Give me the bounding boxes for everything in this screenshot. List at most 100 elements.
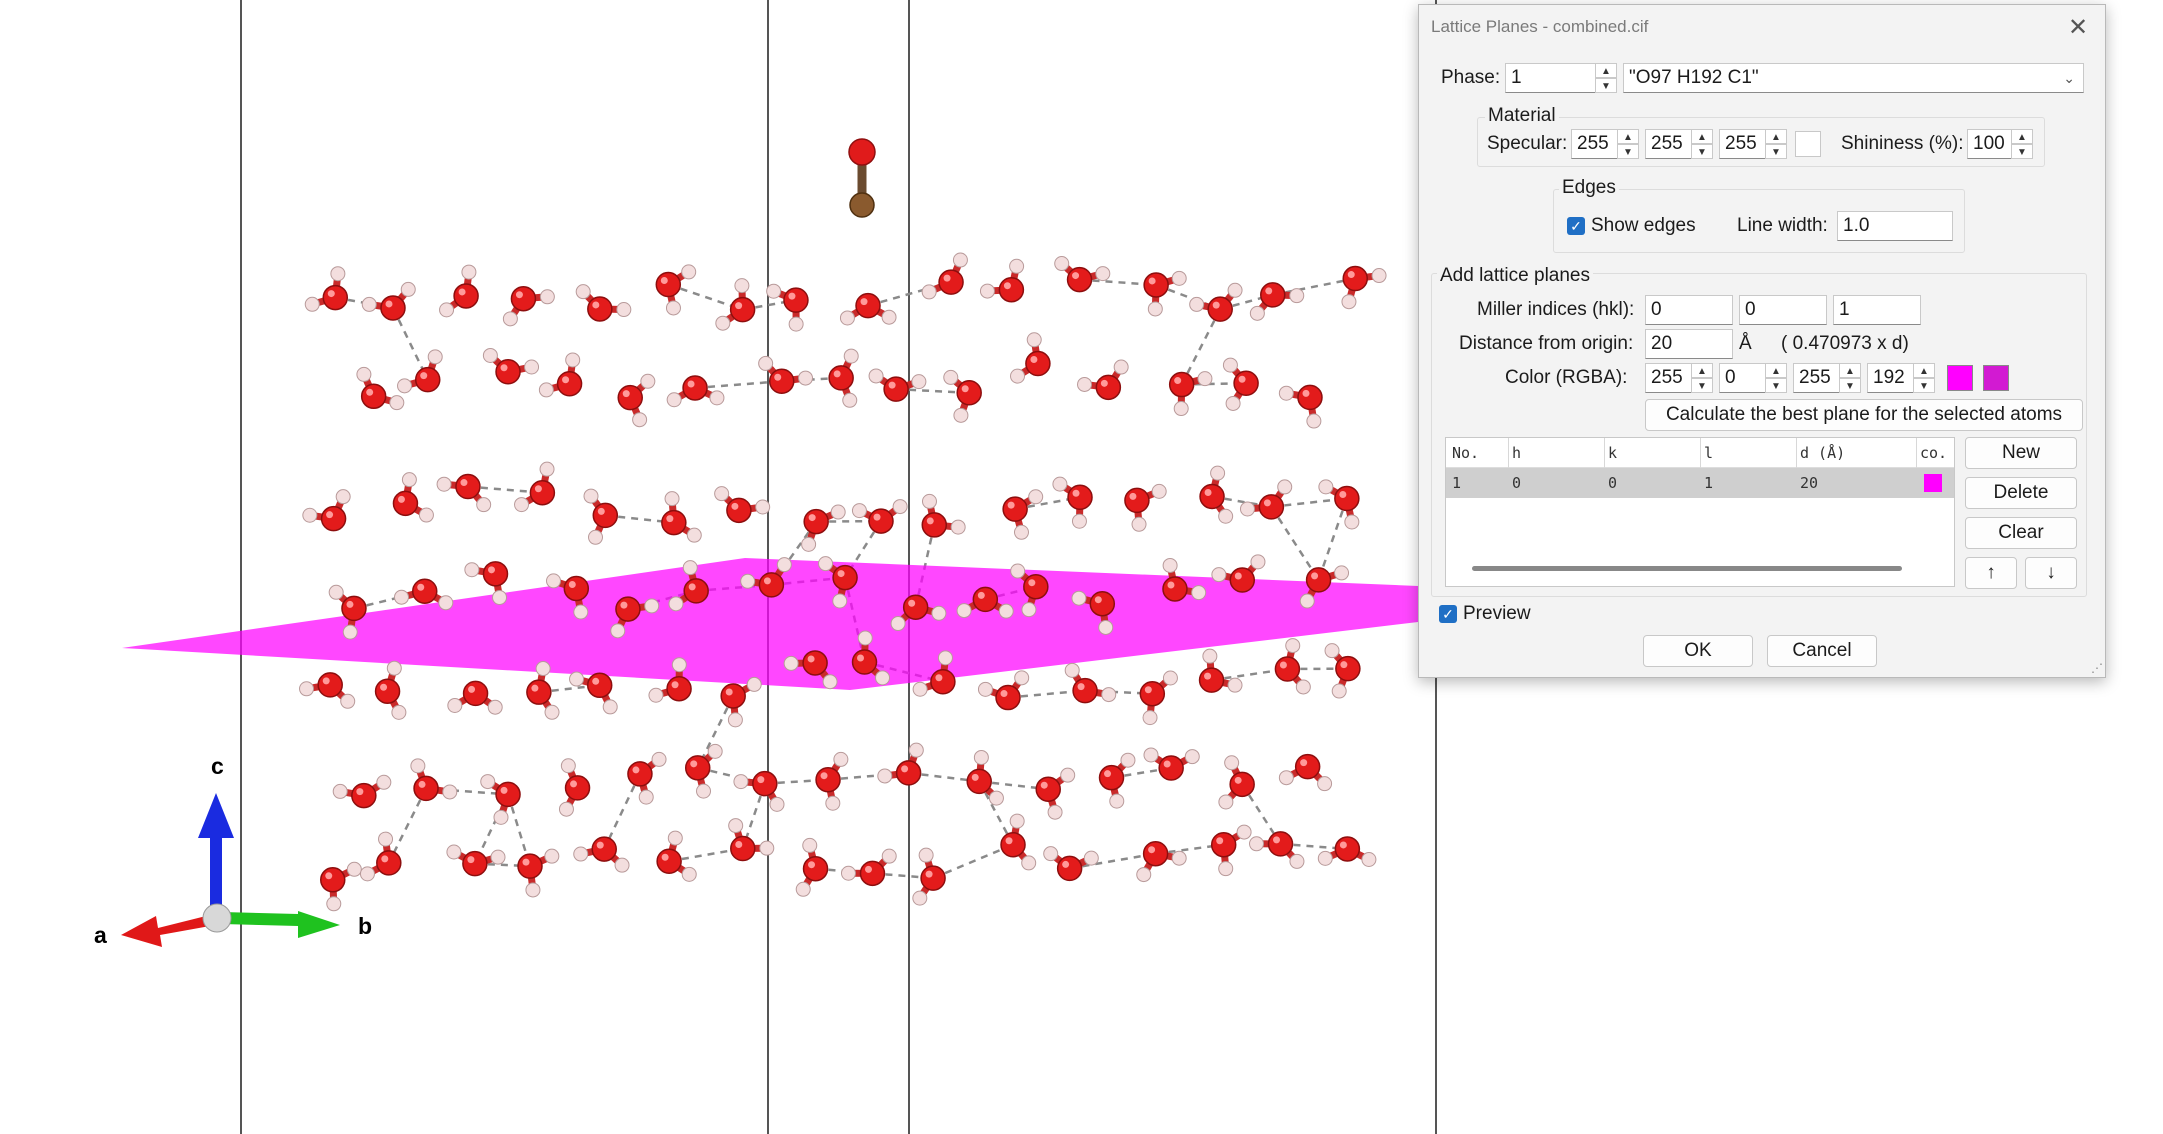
col-l[interactable]: l (1704, 444, 1714, 462)
axis-c-arrow (198, 793, 234, 910)
ok-button[interactable]: OK (1643, 635, 1753, 667)
material-group (1477, 117, 2045, 167)
spin-up-icon[interactable]: ▲ (1691, 363, 1713, 378)
specular-r-stepper[interactable]: ▲ ▼ (1617, 129, 1639, 159)
resize-grip-icon[interactable]: ⋰ (2091, 661, 2103, 675)
phase-select-value: "O97 H192 C1" (1629, 67, 1759, 88)
phase-stepper[interactable]: ▲ ▼ (1595, 63, 1617, 93)
close-icon: ✕ (2067, 14, 2089, 41)
spin-down-icon[interactable]: ▼ (1617, 144, 1639, 159)
show-edges-label: Show edges (1591, 215, 1696, 236)
spin-up-icon[interactable]: ▲ (1913, 363, 1935, 378)
cell-color-swatch (1924, 474, 1942, 492)
col-color[interactable]: co. (1920, 444, 1948, 462)
phase-select[interactable]: "O97 H192 C1" ⌄ (1623, 63, 2084, 93)
lattice-plane (122, 558, 1418, 690)
axis-a-arrow (121, 914, 214, 947)
shininess-input[interactable]: 100 (1967, 129, 2015, 159)
spin-up-icon[interactable]: ▲ (1617, 129, 1639, 144)
spin-up-icon[interactable]: ▲ (1691, 129, 1713, 144)
spin-up-icon[interactable]: ▲ (1595, 63, 1617, 78)
phase-input[interactable]: 1 (1505, 63, 1603, 93)
plane-color-picker[interactable] (1983, 365, 2009, 391)
specular-g-stepper[interactable]: ▲ ▼ (1691, 129, 1713, 159)
planes-table: No. h k l d (Å) co. 1 0 0 1 20 (1445, 437, 1955, 587)
col-d[interactable]: d (Å) (1800, 444, 1846, 462)
specular-label: Specular: (1487, 133, 1568, 154)
line-width-label: Line width: (1737, 215, 1828, 236)
specular-r-input[interactable]: 255 (1571, 129, 1625, 159)
axis-label-c: c (211, 753, 224, 779)
specular-color-swatch[interactable] (1795, 131, 1821, 157)
cell-d: 20 (1800, 474, 1819, 492)
spin-down-icon[interactable]: ▼ (1913, 378, 1935, 393)
miller-h-input[interactable]: 0 (1645, 295, 1733, 325)
line-width-input[interactable]: 1.0 (1837, 211, 1953, 241)
arrow-up-icon: ↑ (1986, 562, 1996, 583)
miller-label: Miller indices (hkl): (1477, 299, 1635, 320)
specular-b-stepper[interactable]: ▲ ▼ (1765, 129, 1787, 159)
spin-down-icon[interactable]: ▼ (1595, 78, 1617, 93)
edges-group (1553, 189, 1965, 253)
distance-unit: Å (1739, 333, 1752, 354)
check-icon: ✓ (1442, 606, 1454, 622)
miller-k-input[interactable]: 0 (1739, 295, 1827, 325)
preview-label: Preview (1463, 603, 1531, 624)
axis-label-a: a (94, 922, 107, 948)
spin-down-icon[interactable]: ▼ (1839, 378, 1861, 393)
miller-l-input[interactable]: 1 (1833, 295, 1921, 325)
lattice-planes-dialog: Lattice Planes - combined.cif ✕ Phase: 1… (1418, 4, 2106, 678)
check-icon: ✓ (1570, 218, 1582, 234)
shininess-stepper[interactable]: ▲ ▼ (2011, 129, 2033, 159)
spin-down-icon[interactable]: ▼ (1765, 378, 1787, 393)
add-planes-title: Add lattice planes (1437, 263, 1593, 289)
col-k[interactable]: k (1608, 444, 1618, 462)
rgba-b-stepper[interactable]: ▲ ▼ (1839, 363, 1861, 393)
move-up-button[interactable]: ↑ (1965, 557, 2017, 589)
preview-checkbox[interactable]: ✓ (1439, 605, 1457, 623)
rgba-a-stepper[interactable]: ▲ ▼ (1913, 363, 1935, 393)
spin-up-icon[interactable]: ▲ (1839, 363, 1861, 378)
col-no[interactable]: No. (1452, 444, 1480, 462)
table-row[interactable]: 1 0 0 1 20 (1446, 468, 1954, 498)
distance-input[interactable]: 20 (1645, 329, 1733, 359)
rgba-r-input[interactable]: 255 (1645, 363, 1699, 393)
spin-down-icon[interactable]: ▼ (1691, 144, 1713, 159)
col-h[interactable]: h (1512, 444, 1522, 462)
rgba-r-stepper[interactable]: ▲ ▼ (1691, 363, 1713, 393)
calculate-best-plane-button[interactable]: Calculate the best plane for the selecte… (1645, 399, 2083, 431)
delete-button[interactable]: Delete (1965, 477, 2077, 509)
move-down-button[interactable]: ↓ (2025, 557, 2077, 589)
table-header: No. h k l d (Å) co. (1446, 438, 1954, 468)
clear-button[interactable]: Clear (1965, 517, 2077, 549)
cell-l: 1 (1704, 474, 1714, 492)
close-button[interactable]: ✕ (2063, 13, 2093, 43)
spin-down-icon[interactable]: ▼ (2011, 144, 2033, 159)
rgba-b-input[interactable]: 255 (1793, 363, 1847, 393)
color-label: Color (RGBA): (1505, 367, 1628, 388)
spin-up-icon[interactable]: ▲ (1765, 129, 1787, 144)
specular-g-input[interactable]: 255 (1645, 129, 1699, 159)
cancel-button[interactable]: Cancel (1767, 635, 1877, 667)
horizontal-scrollbar[interactable] (1472, 566, 1902, 571)
edges-title: Edges (1559, 175, 1619, 201)
co-molecule (848, 138, 876, 218)
show-edges-checkbox[interactable]: ✓ (1567, 217, 1585, 235)
cell-k: 0 (1608, 474, 1618, 492)
spin-up-icon[interactable]: ▲ (1765, 363, 1787, 378)
spin-up-icon[interactable]: ▲ (2011, 129, 2033, 144)
rgba-g-stepper[interactable]: ▲ ▼ (1765, 363, 1787, 393)
spin-down-icon[interactable]: ▼ (1691, 378, 1713, 393)
plane-color-swatch[interactable] (1947, 365, 1973, 391)
axis-origin (202, 903, 232, 933)
shininess-label: Shininess (%): (1841, 133, 1964, 154)
axis-triad: c b a (94, 753, 372, 948)
phase-label: Phase: (1441, 67, 1501, 88)
new-button[interactable]: New (1965, 437, 2077, 469)
distance-note: ( 0.470973 x d) (1781, 333, 1909, 354)
spin-down-icon[interactable]: ▼ (1765, 144, 1787, 159)
water-molecules (299, 252, 1387, 912)
distance-label: Distance from origin: (1459, 333, 1634, 354)
dialog-title: Lattice Planes - combined.cif (1431, 17, 1649, 36)
